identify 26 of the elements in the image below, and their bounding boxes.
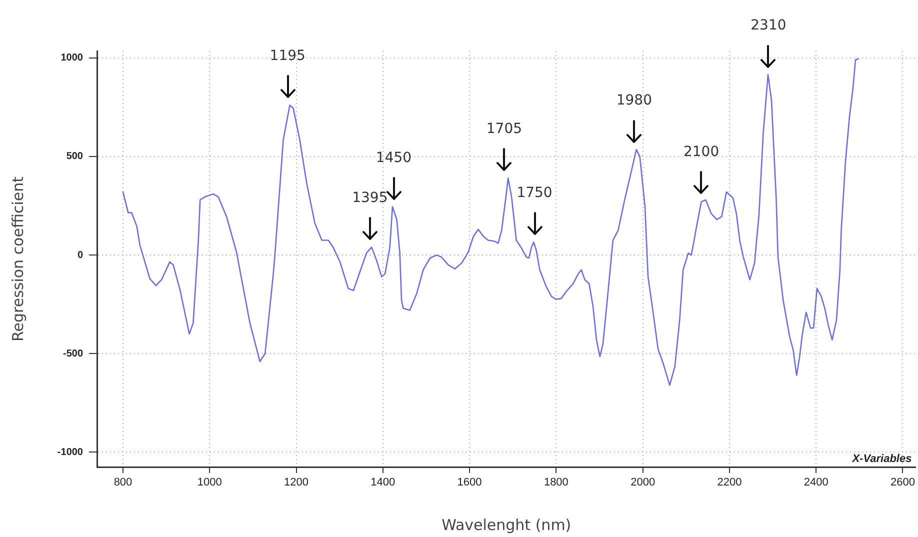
annotation: 1195 bbox=[270, 48, 306, 64]
annotation: 1980 bbox=[616, 92, 652, 109]
annotation: 1395 bbox=[352, 190, 388, 206]
annotation: 1705 bbox=[486, 121, 522, 138]
y-axis-title: Regression coefficient bbox=[8, 176, 27, 342]
x-tick-label: 2600 bbox=[890, 476, 915, 489]
x-axis-title: Wavelenght (nm) bbox=[442, 516, 572, 534]
annotation: 2310 bbox=[750, 18, 786, 34]
x-tick-label: 2200 bbox=[717, 476, 742, 489]
annotation: 1450 bbox=[376, 150, 412, 166]
x-tick-label: 1200 bbox=[284, 476, 309, 489]
y-tick-label: 500 bbox=[66, 151, 84, 162]
x-tick-label: 1000 bbox=[197, 476, 222, 489]
x-tick-label: 800 bbox=[114, 476, 132, 489]
y-tick-label: 0 bbox=[77, 250, 84, 261]
annotation: 1750 bbox=[516, 185, 552, 202]
x-tick-label: 2400 bbox=[804, 476, 828, 489]
x-tick-label: 1400 bbox=[370, 476, 396, 489]
y-tick-label: -1000 bbox=[57, 446, 84, 458]
y-tick-label: 1000 bbox=[60, 52, 84, 64]
x-tick-label: 1800 bbox=[544, 476, 568, 489]
annotation: 2100 bbox=[683, 144, 720, 160]
x-tick-label: 2000 bbox=[630, 476, 656, 489]
x-tick-label: 1600 bbox=[457, 476, 482, 489]
annotation: X-Variables bbox=[851, 453, 912, 465]
y-tick-label: -500 bbox=[62, 348, 84, 360]
